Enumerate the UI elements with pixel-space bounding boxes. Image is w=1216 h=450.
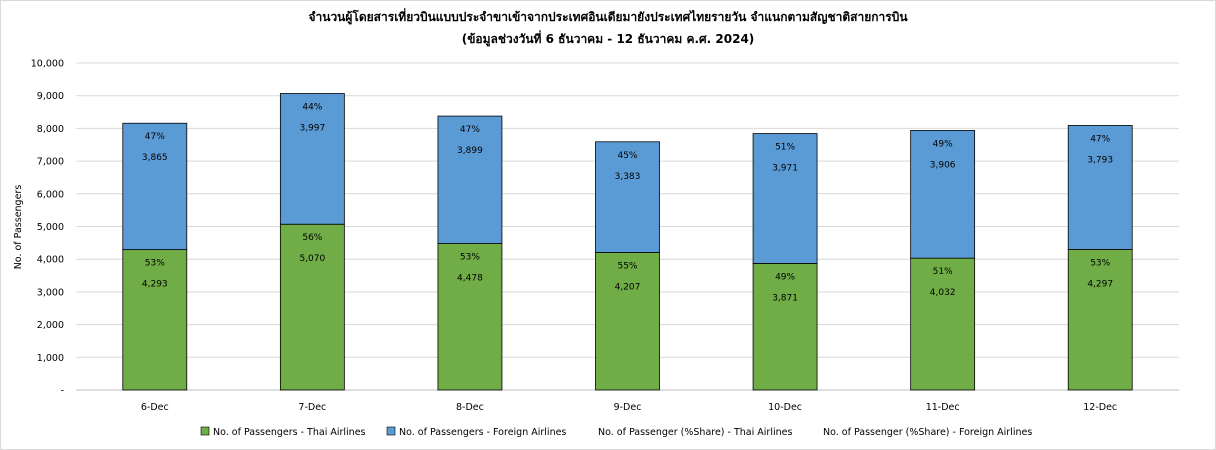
value-label: 4,207	[615, 282, 641, 292]
value-label: 5,070	[299, 254, 325, 264]
y-tick-label: 6,000	[37, 189, 64, 200]
x-tick-label: 12-Dec	[1083, 402, 1117, 413]
y-tick-label: 1,000	[37, 353, 64, 364]
share-label: 47%	[145, 132, 165, 142]
legend-label: No. of Passengers - Foreign Airlines	[399, 427, 566, 438]
bar-segment	[279, 93, 345, 225]
y-tick-label: 9,000	[37, 91, 64, 102]
bar-segment	[910, 257, 976, 391]
bars	[122, 93, 1133, 391]
share-label: 53%	[460, 253, 480, 263]
bar-segment	[1067, 125, 1133, 250]
bar-segment	[752, 263, 818, 391]
share-label: 51%	[775, 143, 795, 153]
value-label: 3,865	[142, 153, 168, 163]
chart-title: จำนวนผู้โดยสารเที่ยวบินแบบประจำขาเข้าจาก…	[308, 8, 908, 25]
share-label: 56%	[302, 233, 322, 243]
x-axis-ticks: 6-Dec 7-Dec 8-Dec 9-Dec 10-Dec 11-Dec 12-Dec	[141, 402, 1117, 413]
y-tick-label: 8,000	[37, 124, 64, 135]
data-labels: 53% 4,293 47% 3,865 56% 5,070 44% 3,997 53% 4,478…	[142, 103, 1113, 304]
y-tick-label: -	[61, 386, 64, 397]
y-tick-label: 4,000	[37, 255, 64, 266]
share-label: 49%	[775, 272, 795, 282]
bar-segment	[437, 243, 503, 391]
value-label: 4,032	[930, 288, 956, 298]
y-tick-label: 7,000	[37, 157, 64, 168]
legend-label: No. of Passenger (%Share) - Thai Airline…	[598, 427, 792, 438]
share-label: 55%	[617, 261, 637, 271]
value-label: 3,997	[299, 124, 325, 134]
y-axis-label: No. of Passengers	[13, 185, 24, 270]
chart-subtitle: (ข้อมูลช่วงวันที่ 6 ธันวาคม - 12 ธันวาคม…	[462, 30, 755, 47]
value-label: 3,899	[457, 146, 483, 156]
y-tick-label: 3,000	[37, 287, 64, 298]
y-tick-label: 5,000	[37, 222, 64, 233]
legend-label: No. of Passenger (%Share) - Foreign Airl…	[823, 427, 1032, 438]
bar-segment	[752, 133, 818, 264]
value-label: 3,793	[1087, 155, 1113, 165]
value-label: 4,478	[457, 274, 483, 284]
y-tick-label: 2,000	[37, 320, 64, 331]
bar-segment	[279, 223, 345, 391]
bar-segment	[437, 115, 503, 244]
legend-marker	[386, 426, 396, 436]
value-label: 3,383	[615, 172, 641, 182]
share-label: 53%	[145, 259, 165, 269]
y-axis-ticks: - 1,000 2,000 3,000 4,000 5,000 6,000 7,000 8,00…	[31, 59, 64, 397]
legend: No. of Passengers - Thai Airlines No. of …	[200, 426, 1032, 438]
x-tick-label: 7-Dec	[298, 402, 326, 413]
x-tick-label: 10-Dec	[768, 402, 802, 413]
bar-segment	[595, 252, 660, 391]
bar-segment	[1067, 249, 1133, 391]
share-label: 47%	[1090, 134, 1110, 144]
share-label: 49%	[933, 139, 953, 149]
x-tick-label: 6-Dec	[141, 402, 169, 413]
legend-label: No. of Passengers - Thai Airlines	[213, 427, 366, 438]
y-tick-label: 10,000	[31, 59, 64, 70]
value-label: 3,871	[772, 293, 798, 303]
legend-marker	[200, 426, 210, 436]
x-tick-label: 11-Dec	[926, 402, 960, 413]
bar-segment	[122, 122, 188, 251]
value-label: 3,971	[772, 164, 798, 174]
share-label: 44%	[302, 103, 322, 113]
share-label: 53%	[1090, 258, 1110, 268]
share-label: 47%	[460, 125, 480, 135]
value-label: 4,297	[1087, 279, 1113, 289]
value-label: 3,906	[930, 160, 956, 170]
share-label: 51%	[933, 267, 953, 277]
bar-segment	[122, 249, 188, 391]
x-tick-label: 9-Dec	[614, 402, 642, 413]
share-label: 45%	[617, 151, 637, 161]
x-tick-label: 8-Dec	[456, 402, 484, 413]
bar-segment	[595, 141, 660, 253]
bar-segment	[910, 130, 976, 259]
value-label: 4,293	[142, 280, 168, 290]
